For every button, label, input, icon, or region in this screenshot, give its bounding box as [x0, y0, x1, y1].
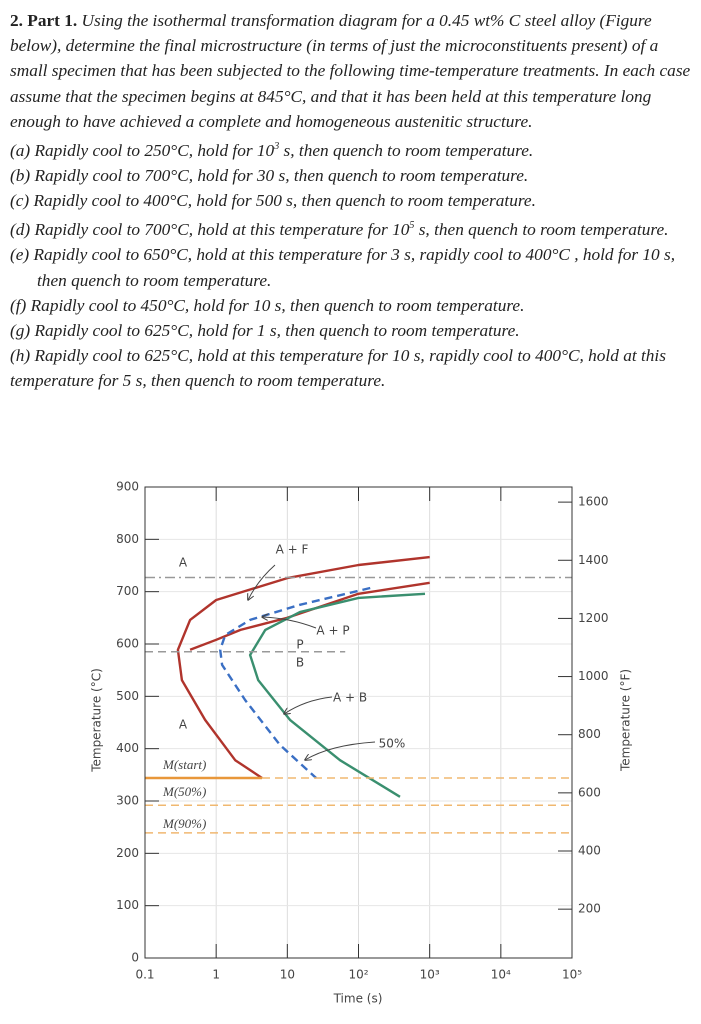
y2-axis-label: Temperature (°F) — [619, 669, 633, 772]
annotation: A + F — [276, 543, 309, 557]
annotation: A + P — [316, 624, 349, 638]
annotation: A — [179, 718, 188, 732]
item: (d) Rapidly cool to 700°C, hold at this … — [10, 213, 695, 242]
item-text: (h) Rapidly cool to 625°C, hold at this … — [10, 346, 666, 391]
superscript: 5 — [409, 220, 415, 232]
pointer — [284, 696, 333, 714]
annotation: M(start) — [162, 757, 206, 772]
superscript: 3 — [274, 141, 280, 153]
curves — [145, 555, 572, 834]
ttt-diagram: Temperature (°C) Temperature (°F) Time (… — [90, 480, 633, 1006]
y2-tick-label: 200 — [578, 902, 601, 916]
item: (a) Rapidly cool to 250°C, hold for 103 … — [10, 134, 695, 163]
x-tick-label: 10⁴ — [491, 968, 511, 982]
item-text: (c) Rapidly cool to 400°C, hold for 500 … — [10, 191, 536, 211]
y2-tick-label: 800 — [578, 727, 601, 741]
y-tick-label: 600 — [116, 637, 139, 651]
y-tick-label: 700 — [116, 584, 139, 598]
curve — [248, 592, 426, 798]
item-text: s, then quench to room temperature. — [279, 140, 534, 160]
item-text: (d) Rapidly cool to 700°C, hold at this … — [10, 220, 410, 240]
y2-tick-label: 1200 — [578, 611, 609, 625]
curve — [219, 586, 371, 779]
item: (e) Rapidly cool to 650°C, hold at this … — [10, 242, 695, 292]
annotation: 50% — [379, 737, 406, 751]
curve — [176, 555, 430, 779]
problem-text: 2. Part 1. Using the isothermal transfor… — [10, 8, 695, 394]
item-text: s, then quench to room temperature. — [414, 220, 669, 240]
item: (c) Rapidly cool to 400°C, hold for 500 … — [10, 188, 695, 213]
item-text: (b) Rapidly cool to 700°C, hold for 30 s… — [10, 165, 529, 185]
item: (h) Rapidly cool to 625°C, hold at this … — [10, 343, 695, 393]
x-tick-label: 0.1 — [135, 968, 154, 982]
y-tick-label: 500 — [116, 689, 139, 703]
x-tick-label: 10² — [348, 968, 368, 982]
x-tick-label: 1 — [212, 968, 220, 982]
y-axis-label: Temperature (°C) — [90, 668, 104, 773]
annotation: A + B — [333, 691, 367, 705]
y-tick-label: 800 — [116, 532, 139, 546]
item: (b) Rapidly cool to 700°C, hold for 30 s… — [10, 163, 695, 188]
pointer — [262, 617, 317, 629]
y2-tick-label: 600 — [578, 785, 601, 799]
plot-frame — [144, 486, 573, 959]
y-tick-label: 300 — [116, 794, 139, 808]
annotation: M(50%) — [162, 784, 206, 799]
pointer — [248, 564, 276, 600]
curve — [189, 581, 430, 651]
item: (f) Rapidly cool to 450°C, hold for 10 s… — [10, 293, 695, 318]
y2-tick-label: 1600 — [578, 495, 609, 509]
x-axis-label: Time (s) — [333, 992, 383, 1006]
y2-tick-label: 1400 — [578, 553, 609, 567]
x-tick-label: 10³ — [420, 968, 440, 982]
y-tick-label: 400 — [116, 741, 139, 755]
heading: 2. Part 1. — [10, 11, 78, 30]
y2-tick-label: 1000 — [578, 669, 609, 683]
annotation: A — [179, 556, 188, 570]
y-tick-label: 900 — [116, 480, 139, 494]
item-text: (g) Rapidly cool to 625°C, hold for 1 s,… — [10, 320, 520, 340]
item-text: (a) Rapidly cool to 250°C, hold for 10 — [10, 140, 275, 160]
x-tick-label: 10 — [280, 968, 295, 982]
item-text: (f) Rapidly cool to 450°C, hold for 10 s… — [10, 295, 525, 315]
intro: 2. Part 1. Using the isothermal transfor… — [10, 8, 695, 134]
item-text: (e) Rapidly cool to 650°C, hold at this … — [10, 245, 676, 290]
frame — [144, 486, 573, 959]
intro-text: Using the isothermal transformation diag… — [10, 11, 691, 131]
pointers — [248, 564, 376, 760]
annotation: M(90%) — [162, 816, 206, 831]
pointer — [305, 741, 376, 760]
grid — [144, 486, 573, 959]
annotation: B — [296, 656, 304, 670]
y2-tick-label: 400 — [578, 844, 601, 858]
y-tick-label: 200 — [116, 846, 139, 860]
item: (g) Rapidly cool to 625°C, hold for 1 s,… — [10, 318, 695, 343]
x-tick-label: 10⁵ — [562, 968, 582, 982]
annotation: P — [296, 638, 303, 652]
y-tick-label: 0 — [131, 951, 139, 965]
y-tick-label: 100 — [116, 898, 139, 912]
